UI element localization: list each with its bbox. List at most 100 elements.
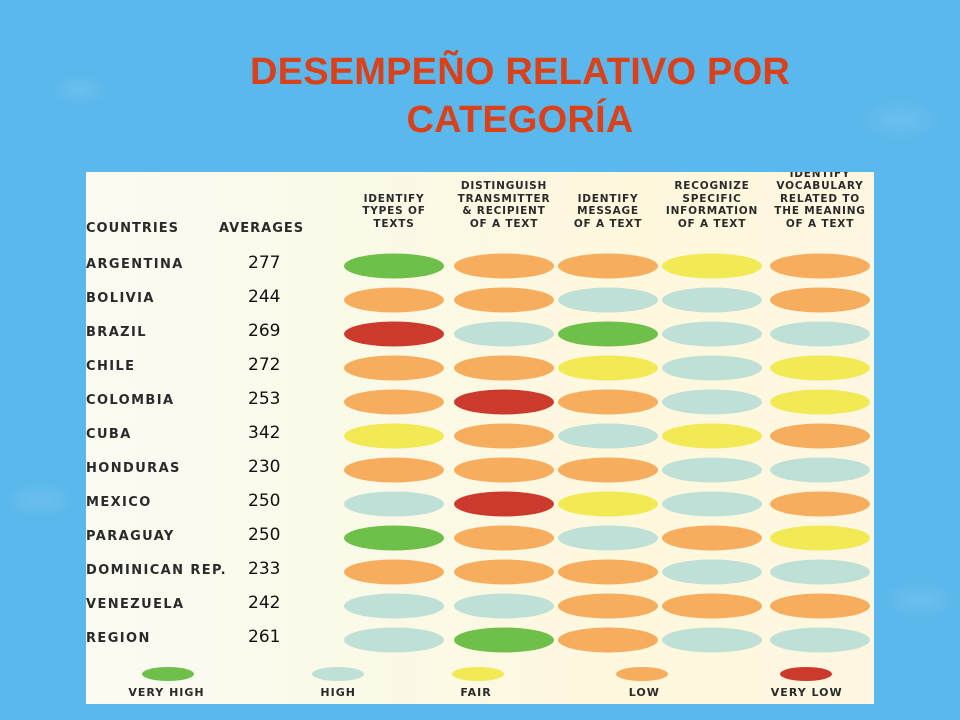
column-header-1: IDENTIFY TYPES OF TEXTS — [339, 193, 449, 231]
country-label: COLOMBIA — [86, 393, 175, 408]
rating-ellipse-mexico-col5 — [770, 491, 870, 517]
country-label: DOMINICAN REP. — [86, 563, 227, 578]
rating-ellipse-chile-col3 — [558, 355, 658, 381]
column-header-line: DISTINGUISH — [460, 180, 548, 192]
column-header-5: IDENTIFY VOCABULARY RELATED TO THE MEANING O… — [765, 172, 874, 230]
rating-ellipse-honduras-col4 — [662, 457, 762, 483]
column-header-line: MESSAGE — [577, 205, 639, 217]
legend-label-fair: FAIR — [460, 686, 492, 699]
rating-ellipse-argentina-col3 — [558, 253, 658, 279]
rating-ellipse-bolivia-col5 — [770, 287, 870, 313]
legend-swatch-very-low — [780, 667, 832, 681]
rating-ellipse-brazil-col4 — [662, 321, 762, 347]
column-header-line: RELATED TO — [779, 192, 861, 205]
column-header-line: TYPES OF — [362, 205, 426, 217]
rating-ellipse-argentina-col1 — [344, 253, 444, 279]
averages-header: AVERAGES — [219, 221, 305, 236]
rating-ellipse-bolivia-col3 — [558, 287, 658, 313]
legend-swatch-high — [312, 667, 364, 681]
average-value: 244 — [248, 287, 281, 307]
average-value: 233 — [248, 559, 281, 579]
average-value: 272 — [248, 355, 281, 375]
rating-ellipse-bolivia-col4 — [662, 287, 762, 313]
rating-ellipse-bolivia-col2 — [454, 287, 554, 313]
rating-ellipse-honduras-col2 — [454, 457, 554, 483]
rating-ellipse-brazil-col3 — [558, 321, 658, 347]
rating-ellipse-paraguay-col3 — [558, 525, 658, 551]
column-header-line: SPECIFIC — [682, 192, 742, 205]
rating-ellipse-region-col1 — [344, 627, 444, 653]
rating-ellipse-colombia-col1 — [344, 389, 444, 415]
column-header-line: OF A TEXT — [573, 217, 643, 230]
page-title: DESEMPEÑO RELATIVO POR CATEGORÍA — [120, 48, 920, 144]
rating-ellipse-mexico-col1 — [344, 491, 444, 517]
rating-ellipse-chile-col2 — [454, 355, 554, 381]
column-header-line: IDENTIFY — [363, 192, 425, 205]
average-value: 269 — [248, 321, 281, 341]
legend-label-low: LOW — [628, 686, 660, 699]
average-value: 342 — [248, 423, 281, 443]
rating-ellipse-cuba-col4 — [662, 423, 762, 449]
column-header-line: TEXTS — [373, 217, 415, 230]
rating-ellipse-colombia-col4 — [662, 389, 762, 415]
column-header-line: THE MEANING — [774, 205, 866, 217]
rating-ellipse-mexico-col4 — [662, 491, 762, 517]
average-value: 250 — [248, 491, 281, 511]
rating-ellipse-honduras-col5 — [770, 457, 870, 483]
rating-ellipse-chile-col5 — [770, 355, 870, 381]
average-value: 277 — [248, 253, 281, 273]
column-header-line: INFORMATION — [665, 205, 759, 217]
average-value: 253 — [248, 389, 281, 409]
rating-ellipse-chile-col4 — [662, 355, 762, 381]
country-label: REGION — [86, 631, 151, 646]
rating-ellipse-venezuela-col3 — [558, 593, 658, 619]
column-header-line: & RECIPIENT — [462, 205, 546, 217]
rating-ellipse-bolivia-col1 — [344, 287, 444, 313]
rating-ellipse-paraguay-col4 — [662, 525, 762, 551]
legend-label-very-low: VERY LOW — [770, 686, 843, 699]
legend-label-high: HIGH — [320, 686, 356, 699]
legend-swatch-low — [616, 667, 668, 681]
rating-ellipse-dominican-rep--col3 — [558, 559, 658, 585]
column-header-line: VOCABULARY — [776, 180, 864, 192]
rating-ellipse-dominican-rep--col1 — [344, 559, 444, 585]
rating-ellipse-honduras-col1 — [344, 457, 444, 483]
country-label: PARAGUAY — [86, 529, 175, 544]
column-header-line: TRANSMITTER — [457, 192, 551, 205]
rating-ellipse-mexico-col2 — [454, 491, 554, 517]
country-label: BOLIVIA — [86, 291, 155, 306]
rating-ellipse-chile-col1 — [344, 355, 444, 381]
rating-ellipse-dominican-rep--col4 — [662, 559, 762, 585]
rating-ellipse-cuba-col3 — [558, 423, 658, 449]
rating-ellipse-dominican-rep--col5 — [770, 559, 870, 585]
title-line-2: CATEGORÍA — [406, 99, 634, 141]
performance-ellipse-grid — [142, 253, 870, 681]
average-value: 230 — [248, 457, 281, 477]
rating-ellipse-mexico-col3 — [558, 491, 658, 517]
rating-ellipse-cuba-col2 — [454, 423, 554, 449]
rating-ellipse-paraguay-col1 — [344, 525, 444, 551]
column-header-line: IDENTIFY — [789, 172, 851, 180]
rating-ellipse-region-col3 — [558, 627, 658, 653]
performance-table-panel: COUNTRIES AVERAGES IDENTIFY TYPES OF TEXTS… — [86, 172, 874, 704]
rating-ellipse-brazil-col1 — [344, 321, 444, 347]
column-header-line: OF A TEXT — [469, 217, 539, 230]
country-label: HONDURAS — [86, 461, 181, 476]
rating-ellipse-venezuela-col1 — [344, 593, 444, 619]
country-label: VENEZUELA — [86, 597, 185, 612]
column-header-line: RECOGNIZE — [674, 180, 750, 192]
rating-ellipse-region-col4 — [662, 627, 762, 653]
rating-ellipse-argentina-col4 — [662, 253, 762, 279]
average-value: 250 — [248, 525, 281, 545]
rating-ellipse-paraguay-col2 — [454, 525, 554, 551]
column-header-line: OF A TEXT — [785, 217, 855, 230]
rating-ellipse-brazil-col5 — [770, 321, 870, 347]
title-line-1: DESEMPEÑO RELATIVO POR — [250, 51, 790, 93]
average-value: 261 — [248, 627, 281, 647]
country-label: BRAZIL — [86, 325, 147, 340]
rating-ellipse-venezuela-col5 — [770, 593, 870, 619]
legend-label-very-high: VERY HIGH — [128, 686, 205, 699]
rating-ellipse-cuba-col5 — [770, 423, 870, 449]
column-header-line: IDENTIFY — [577, 192, 639, 205]
rating-ellipse-colombia-col2 — [454, 389, 554, 415]
